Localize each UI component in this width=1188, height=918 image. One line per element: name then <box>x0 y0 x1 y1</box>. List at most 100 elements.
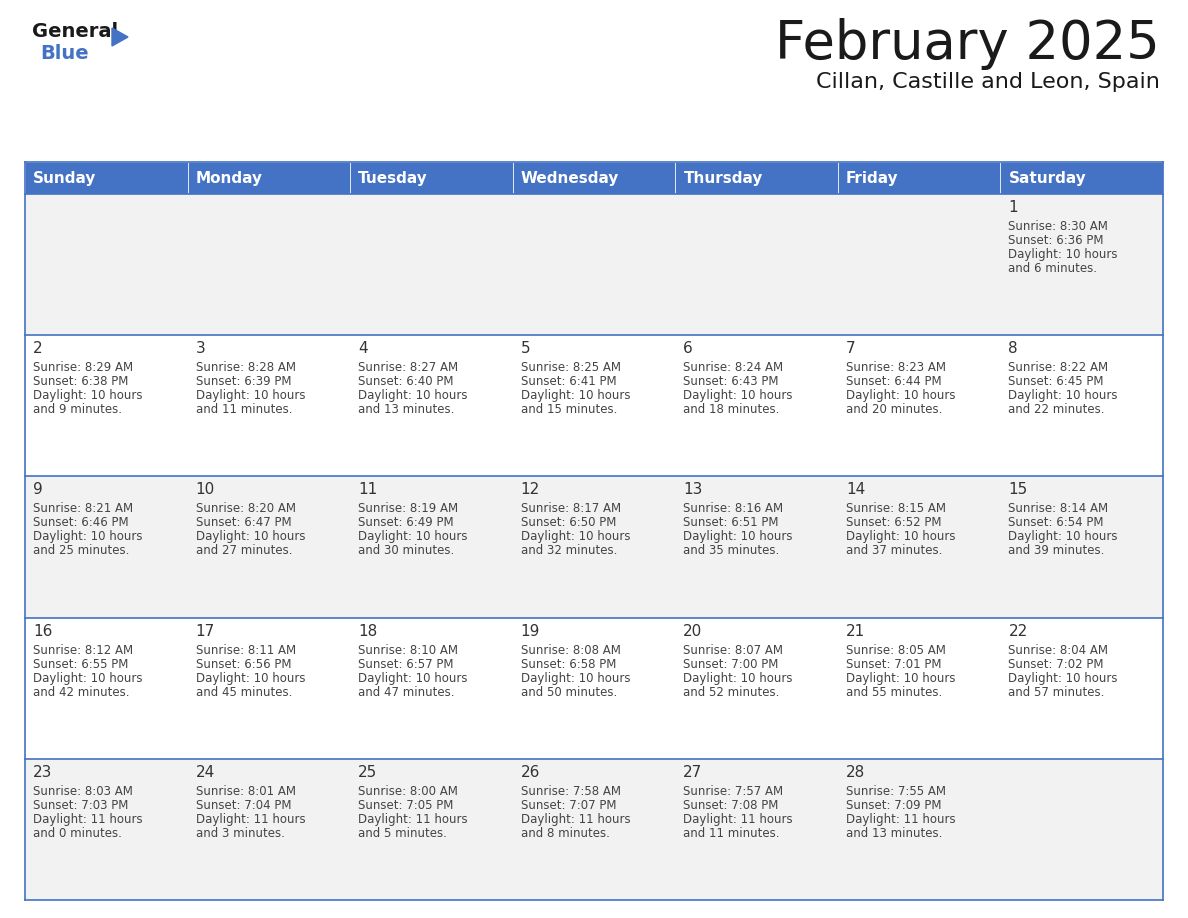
Text: Sunrise: 8:30 AM: Sunrise: 8:30 AM <box>1009 220 1108 233</box>
Text: Sunrise: 8:03 AM: Sunrise: 8:03 AM <box>33 785 133 798</box>
Text: Sunset: 7:03 PM: Sunset: 7:03 PM <box>33 799 128 812</box>
Text: Sunset: 6:43 PM: Sunset: 6:43 PM <box>683 375 779 388</box>
Bar <box>25 618 1163 759</box>
Text: and 27 minutes.: and 27 minutes. <box>196 544 292 557</box>
Text: and 57 minutes.: and 57 minutes. <box>1009 686 1105 699</box>
Text: and 30 minutes.: and 30 minutes. <box>358 544 454 557</box>
Text: Sunrise: 8:24 AM: Sunrise: 8:24 AM <box>683 361 783 375</box>
Text: Sunrise: 8:04 AM: Sunrise: 8:04 AM <box>1009 644 1108 656</box>
Text: Sunset: 6:47 PM: Sunset: 6:47 PM <box>196 517 291 530</box>
Text: and 22 minutes.: and 22 minutes. <box>1009 403 1105 416</box>
Bar <box>675 162 838 194</box>
Text: 28: 28 <box>846 765 865 779</box>
Text: and 39 minutes.: and 39 minutes. <box>1009 544 1105 557</box>
Text: Daylight: 10 hours: Daylight: 10 hours <box>1009 248 1118 261</box>
Polygon shape <box>112 28 128 46</box>
Text: Sunrise: 8:05 AM: Sunrise: 8:05 AM <box>846 644 946 656</box>
Text: and 3 minutes.: and 3 minutes. <box>196 827 284 840</box>
Text: Sunrise: 8:14 AM: Sunrise: 8:14 AM <box>1009 502 1108 515</box>
Text: Sunrise: 7:57 AM: Sunrise: 7:57 AM <box>683 785 783 798</box>
Text: General: General <box>32 22 118 41</box>
Text: 5: 5 <box>520 341 530 356</box>
Text: Sunset: 6:56 PM: Sunset: 6:56 PM <box>196 657 291 671</box>
Text: and 6 minutes.: and 6 minutes. <box>1009 262 1098 275</box>
Text: 11: 11 <box>358 482 378 498</box>
Bar <box>838 162 1000 194</box>
Text: Sunset: 7:08 PM: Sunset: 7:08 PM <box>683 799 778 812</box>
Text: Sunrise: 8:15 AM: Sunrise: 8:15 AM <box>846 502 946 515</box>
Text: and 35 minutes.: and 35 minutes. <box>683 544 779 557</box>
Text: 10: 10 <box>196 482 215 498</box>
Text: 19: 19 <box>520 623 541 639</box>
Text: Sunset: 7:09 PM: Sunset: 7:09 PM <box>846 799 941 812</box>
Text: 17: 17 <box>196 623 215 639</box>
Text: Daylight: 11 hours: Daylight: 11 hours <box>358 812 468 826</box>
Text: Daylight: 10 hours: Daylight: 10 hours <box>196 389 305 402</box>
Text: and 55 minutes.: and 55 minutes. <box>846 686 942 699</box>
Text: and 9 minutes.: and 9 minutes. <box>33 403 122 416</box>
Text: Sunrise: 7:58 AM: Sunrise: 7:58 AM <box>520 785 620 798</box>
Bar <box>1000 162 1163 194</box>
Text: and 45 minutes.: and 45 minutes. <box>196 686 292 699</box>
Text: Sunrise: 8:16 AM: Sunrise: 8:16 AM <box>683 502 783 515</box>
Text: 18: 18 <box>358 623 378 639</box>
Text: Daylight: 10 hours: Daylight: 10 hours <box>683 672 792 685</box>
Text: Daylight: 10 hours: Daylight: 10 hours <box>683 389 792 402</box>
Text: Sunrise: 8:08 AM: Sunrise: 8:08 AM <box>520 644 620 656</box>
Text: and 52 minutes.: and 52 minutes. <box>683 686 779 699</box>
Text: and 47 minutes.: and 47 minutes. <box>358 686 455 699</box>
Text: 3: 3 <box>196 341 206 356</box>
Text: Sunset: 6:49 PM: Sunset: 6:49 PM <box>358 517 454 530</box>
Text: Sunset: 6:44 PM: Sunset: 6:44 PM <box>846 375 941 388</box>
Text: Sunrise: 8:22 AM: Sunrise: 8:22 AM <box>1009 361 1108 375</box>
Text: Sunrise: 8:01 AM: Sunrise: 8:01 AM <box>196 785 296 798</box>
Text: Daylight: 10 hours: Daylight: 10 hours <box>196 672 305 685</box>
Bar <box>25 476 1163 618</box>
Text: and 0 minutes.: and 0 minutes. <box>33 827 122 840</box>
Text: Sunrise: 8:25 AM: Sunrise: 8:25 AM <box>520 361 620 375</box>
Text: Daylight: 10 hours: Daylight: 10 hours <box>520 672 630 685</box>
Text: Sunrise: 8:28 AM: Sunrise: 8:28 AM <box>196 361 296 375</box>
Text: and 5 minutes.: and 5 minutes. <box>358 827 447 840</box>
Text: 14: 14 <box>846 482 865 498</box>
Text: and 20 minutes.: and 20 minutes. <box>846 403 942 416</box>
Text: Daylight: 10 hours: Daylight: 10 hours <box>358 389 468 402</box>
Bar <box>25 162 188 194</box>
Text: Sunset: 6:54 PM: Sunset: 6:54 PM <box>1009 517 1104 530</box>
Bar <box>25 194 1163 335</box>
Text: and 11 minutes.: and 11 minutes. <box>196 403 292 416</box>
Text: and 42 minutes.: and 42 minutes. <box>33 686 129 699</box>
Text: Daylight: 10 hours: Daylight: 10 hours <box>683 531 792 543</box>
Bar <box>513 162 675 194</box>
Text: and 13 minutes.: and 13 minutes. <box>358 403 455 416</box>
Text: Sunrise: 7:55 AM: Sunrise: 7:55 AM <box>846 785 946 798</box>
Text: and 8 minutes.: and 8 minutes. <box>520 827 609 840</box>
Text: 22: 22 <box>1009 623 1028 639</box>
Text: and 25 minutes.: and 25 minutes. <box>33 544 129 557</box>
Text: Daylight: 10 hours: Daylight: 10 hours <box>1009 531 1118 543</box>
Text: 13: 13 <box>683 482 702 498</box>
Text: and 11 minutes.: and 11 minutes. <box>683 827 779 840</box>
Text: Sunrise: 8:21 AM: Sunrise: 8:21 AM <box>33 502 133 515</box>
Text: Tuesday: Tuesday <box>359 171 428 185</box>
Text: and 32 minutes.: and 32 minutes. <box>520 544 617 557</box>
Text: Cillan, Castille and Leon, Spain: Cillan, Castille and Leon, Spain <box>816 72 1159 92</box>
Text: Sunset: 6:36 PM: Sunset: 6:36 PM <box>1009 234 1104 247</box>
Text: Sunset: 7:02 PM: Sunset: 7:02 PM <box>1009 657 1104 671</box>
Text: Wednesday: Wednesday <box>520 171 619 185</box>
Text: Sunset: 7:01 PM: Sunset: 7:01 PM <box>846 657 941 671</box>
Text: Sunset: 6:46 PM: Sunset: 6:46 PM <box>33 517 128 530</box>
Text: 24: 24 <box>196 765 215 779</box>
Text: Daylight: 11 hours: Daylight: 11 hours <box>846 812 955 826</box>
Text: Friday: Friday <box>846 171 898 185</box>
Text: Sunset: 7:00 PM: Sunset: 7:00 PM <box>683 657 778 671</box>
Text: Sunrise: 8:27 AM: Sunrise: 8:27 AM <box>358 361 459 375</box>
Text: Monday: Monday <box>196 171 263 185</box>
Text: Sunrise: 8:11 AM: Sunrise: 8:11 AM <box>196 644 296 656</box>
Text: Daylight: 10 hours: Daylight: 10 hours <box>196 531 305 543</box>
Text: 15: 15 <box>1009 482 1028 498</box>
Text: Daylight: 10 hours: Daylight: 10 hours <box>520 531 630 543</box>
Text: Daylight: 10 hours: Daylight: 10 hours <box>846 389 955 402</box>
Text: and 50 minutes.: and 50 minutes. <box>520 686 617 699</box>
Text: Sunset: 6:58 PM: Sunset: 6:58 PM <box>520 657 617 671</box>
